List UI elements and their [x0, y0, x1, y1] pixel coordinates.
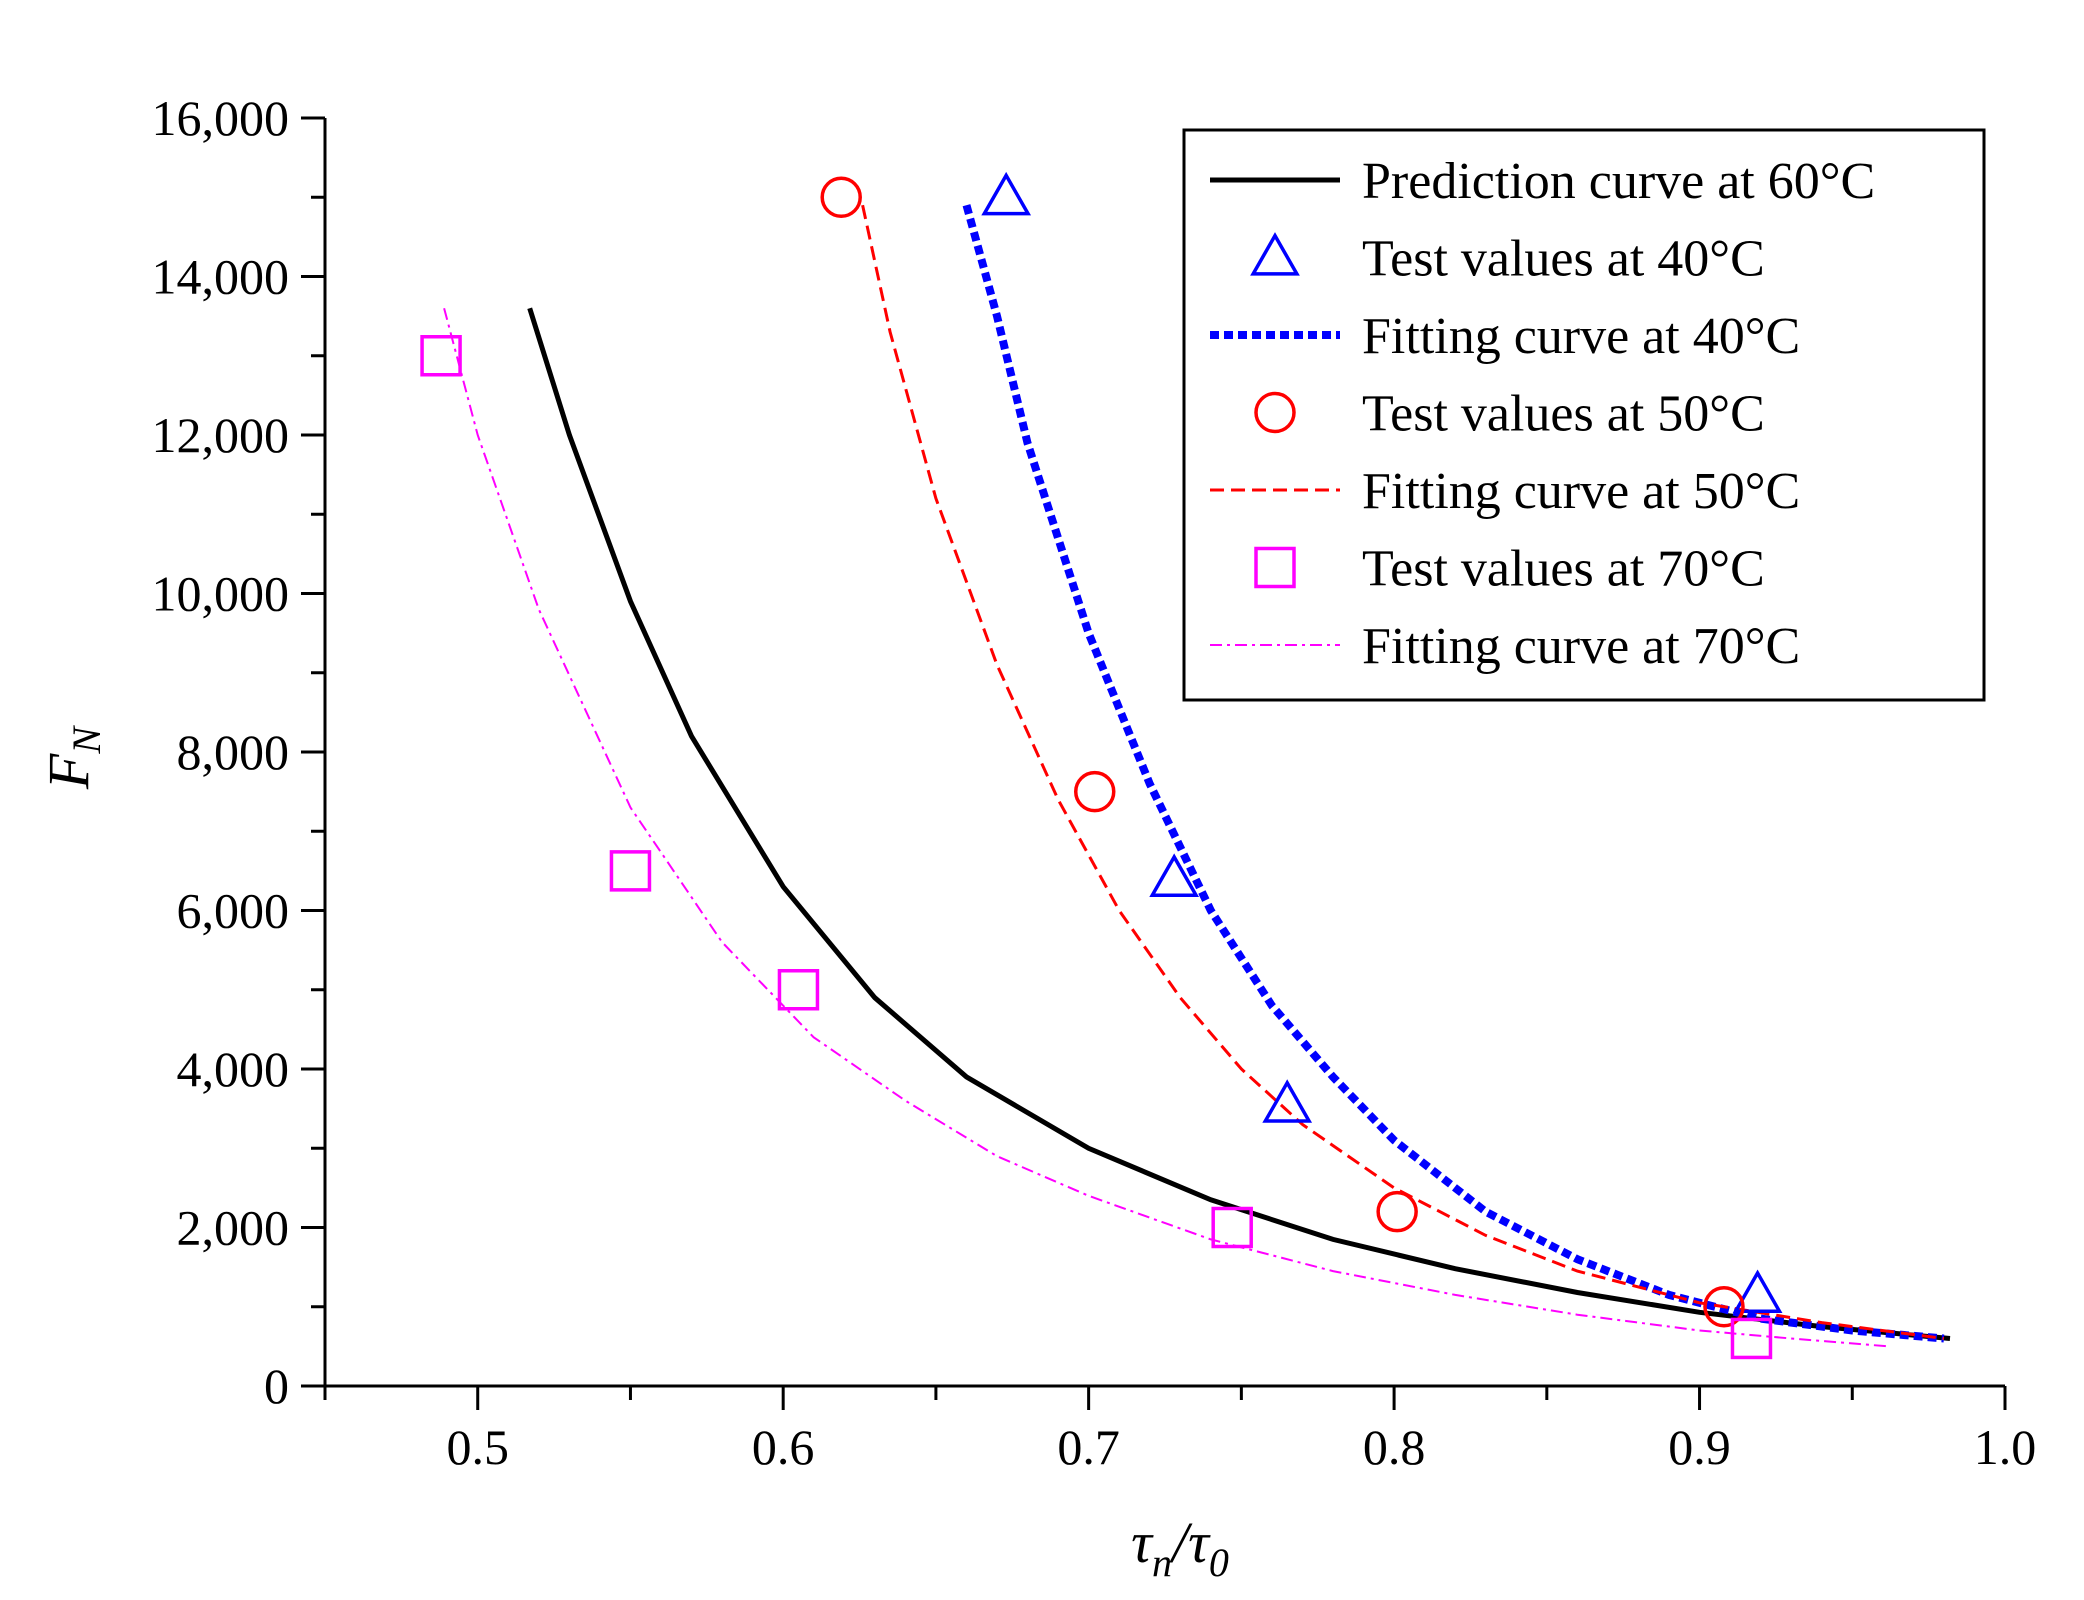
data-point-test-values-at-70-c — [1211, 1206, 1253, 1249]
data-point-test-values-at-40-c — [1732, 1269, 1783, 1313]
y-tick-label: 2,000 — [177, 1200, 290, 1256]
x-tick-label: 1.0 — [1974, 1419, 2037, 1475]
legend-label-fitting-curve-at-50-c: Fitting curve at 50°C — [1362, 463, 1800, 520]
legend: Prediction curve at 60°C Test values at 4… — [1182, 128, 1986, 702]
legend-label-test-values-at-70-c: Test values at 70°C — [1362, 541, 1765, 598]
x-axis-title-sub-den: 0 — [1209, 1540, 1229, 1585]
x-axis-title: τn/τ0 — [1131, 1510, 1229, 1585]
data-point-test-values-at-50-c — [1703, 1286, 1745, 1328]
legend-items: Prediction curve at 60°C Test values at 4… — [1210, 153, 1875, 675]
x-tick-label: 0.7 — [1057, 1419, 1120, 1475]
legend-swatch-test-values-at-70-c — [1254, 546, 1296, 589]
legend-label-prediction-curve-at-60-c: Prediction curve at 60°C — [1362, 153, 1875, 210]
y-axis-title-main: F — [36, 753, 101, 790]
data-point-test-values-at-40-c — [981, 171, 1032, 216]
legend-label-fitting-curve-at-70-c: Fitting curve at 70°C — [1362, 618, 1800, 675]
legend-swatch-test-values-at-40-c — [1250, 232, 1300, 276]
legend-swatch-test-values-at-50-c — [1254, 391, 1296, 434]
y-tick-label: 6,000 — [177, 883, 290, 939]
x-axis-title-main-2: τ — [1188, 1510, 1211, 1575]
data-point-test-values-at-70-c — [1730, 1317, 1773, 1360]
data-point-test-values-at-70-c — [420, 335, 462, 377]
x-tick-label: 0.9 — [1668, 1419, 1731, 1475]
y-axis-title-sub: N — [64, 725, 109, 755]
series-line-prediction-curve-at-60-c — [527, 307, 1951, 1341]
axes-layer: 0.5 0.6 0.7 0.8 0.9 1.0 0 2,000 4,000 6,000 8,000 1… — [152, 90, 2037, 1475]
y-tick-label: 8,000 — [177, 724, 290, 780]
data-point-test-values-at-50-c — [1376, 1190, 1418, 1233]
series-line-fitting-curve-at-40-c — [962, 204, 1945, 1343]
y-tick-label: 16,000 — [152, 90, 290, 146]
data-point-test-values-at-40-c — [1262, 1079, 1313, 1123]
data-point-test-values-at-70-c — [609, 850, 652, 892]
y-tick-label: 10,000 — [152, 566, 290, 622]
y-tick-label: 12,000 — [152, 407, 290, 463]
x-tick-label: 0.8 — [1363, 1419, 1426, 1475]
x-tick-label: 0.5 — [446, 1419, 509, 1475]
series-layer — [420, 171, 1951, 1360]
x-axis-title-main-1: τ — [1131, 1510, 1154, 1575]
data-point-test-values-at-70-c — [777, 969, 820, 1011]
legend-label-fitting-curve-at-40-c: Fitting curve at 40°C — [1362, 308, 1800, 365]
legend-box — [1182, 128, 1986, 702]
x-tick-label: 0.6 — [752, 1419, 815, 1475]
legend-label-test-values-at-40-c: Test values at 40°C — [1362, 231, 1765, 288]
x-axis-title-sub-num: n — [1152, 1540, 1172, 1585]
y-tick-label: 0 — [264, 1358, 289, 1414]
data-point-test-values-at-50-c — [1073, 770, 1116, 813]
data-point-test-values-at-40-c — [1149, 853, 1200, 897]
series-line-fitting-curve-at-70-c — [443, 307, 1889, 1348]
y-tick-label: 4,000 — [177, 1041, 290, 1097]
series-line-fitting-curve-at-50-c — [861, 204, 1945, 1340]
y-tick-label: 14,000 — [152, 249, 290, 305]
legend-label-test-values-at-50-c: Test values at 50°C — [1362, 386, 1765, 443]
data-point-test-values-at-50-c — [820, 176, 862, 218]
y-axis-title: FN — [36, 725, 109, 790]
